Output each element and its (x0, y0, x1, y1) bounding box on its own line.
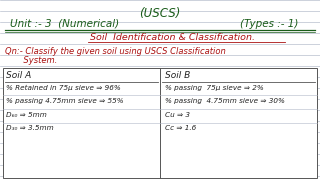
Text: Qn:- Classify the given soil using USCS Classification: Qn:- Classify the given soil using USCS … (5, 47, 226, 56)
Text: Soil B: Soil B (165, 71, 190, 80)
Text: (Types :- 1): (Types :- 1) (240, 19, 298, 29)
Text: Cc ⇒ 1.6: Cc ⇒ 1.6 (165, 125, 196, 131)
Text: Soil A: Soil A (6, 71, 31, 80)
Text: Cu ⇒ 3: Cu ⇒ 3 (165, 112, 190, 118)
Text: Unit :- 3  (Numerical): Unit :- 3 (Numerical) (10, 19, 119, 29)
Text: D₃₀ ⇒ 3.5mm: D₃₀ ⇒ 3.5mm (6, 125, 54, 131)
Text: % passing 4.75mm sieve ⇒ 55%: % passing 4.75mm sieve ⇒ 55% (6, 98, 124, 104)
Text: (USCS): (USCS) (139, 7, 181, 20)
Text: Soil  Identification & Classification.: Soil Identification & Classification. (90, 33, 255, 42)
Text: % Retained in 75μ sieve ⇒ 96%: % Retained in 75μ sieve ⇒ 96% (6, 85, 121, 91)
Bar (3, 68, 317, 178)
Text: System.: System. (5, 56, 57, 65)
Text: % passing  75μ sieve ⇒ 2%: % passing 75μ sieve ⇒ 2% (165, 85, 264, 91)
Text: D₆₀ ⇒ 5mm: D₆₀ ⇒ 5mm (6, 112, 47, 118)
Text: % passing  4.75mm sieve ⇒ 30%: % passing 4.75mm sieve ⇒ 30% (165, 98, 285, 104)
